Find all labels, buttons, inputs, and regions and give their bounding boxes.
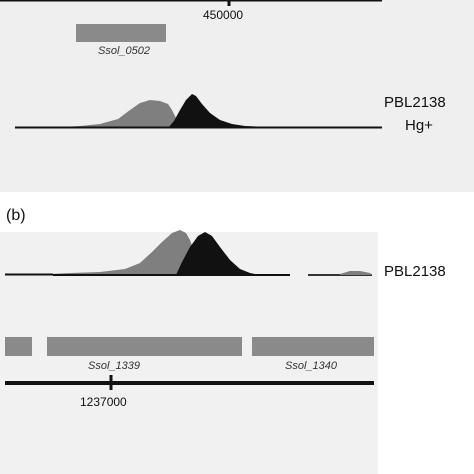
panel-a-black-peak <box>168 94 300 128</box>
panel-b-black-peak <box>176 232 260 275</box>
panel-b-gene-bar-left <box>5 337 32 356</box>
panel-b-gene-bar-1340 <box>252 337 374 356</box>
panel-a-sample-label: PBL2138 <box>384 94 446 111</box>
panel-b-gene-label-1340: Ssol_1340 <box>285 360 337 372</box>
panel-b-gene-label-1339: Ssol_1339 <box>88 360 140 372</box>
panel-b-gene-bar-1339 <box>47 337 242 356</box>
panel-a-condition-label: Hg+ <box>405 117 433 134</box>
panel-b-sample-label: PBL2138 <box>384 263 446 280</box>
panel-b-gray-peak <box>5 230 212 275</box>
panel-b-label: (b) <box>6 207 26 224</box>
panel-b-tick-label: 1237000 <box>80 395 127 409</box>
panel-a-gene-label: Ssol_0502 <box>98 45 150 57</box>
panel-b-small-bump <box>340 271 372 275</box>
panel-a-gene-bar <box>76 24 166 42</box>
panel-a-gray-peak <box>15 100 210 128</box>
panel-a-tick-label: 450000 <box>203 8 244 22</box>
